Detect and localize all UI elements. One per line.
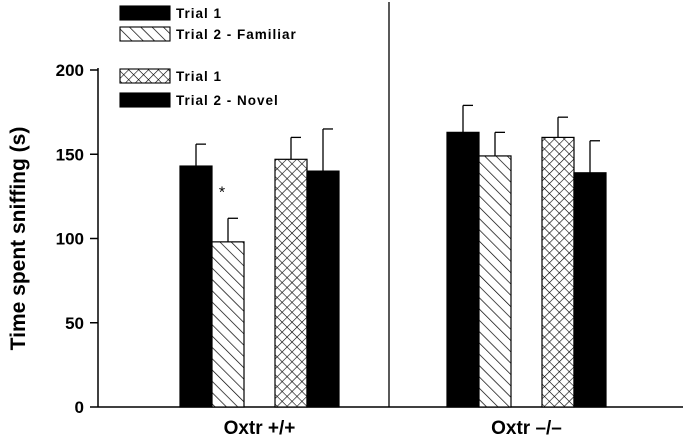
bar bbox=[541, 136, 575, 408]
y-tick-label: 150 bbox=[56, 145, 84, 164]
legend-swatch bbox=[119, 68, 171, 84]
legend-label: Trial 1 bbox=[176, 6, 222, 21]
bar bbox=[446, 131, 480, 408]
bar bbox=[478, 155, 512, 408]
legend-label: Trial 2 - Novel bbox=[176, 93, 279, 108]
legend-swatch bbox=[119, 92, 171, 108]
bar bbox=[179, 165, 213, 408]
bar bbox=[211, 241, 245, 408]
bar bbox=[274, 158, 308, 408]
legend-label: Trial 1 bbox=[176, 69, 222, 84]
y-tick-label: 100 bbox=[56, 230, 84, 249]
significance-marker: * bbox=[219, 184, 225, 201]
y-tick-label: 50 bbox=[65, 314, 84, 333]
y-tick-label: 0 bbox=[75, 398, 84, 417]
category-label: Oxtr +/+ bbox=[224, 418, 296, 439]
bar bbox=[306, 170, 340, 408]
legend-label: Trial 2 - Familiar bbox=[176, 27, 297, 42]
bar bbox=[573, 172, 607, 408]
y-axis-label: Time spent sniffing (s) bbox=[7, 127, 30, 351]
category-label: Oxtr –/– bbox=[491, 418, 562, 439]
legend-swatch bbox=[119, 5, 171, 21]
legend-swatch bbox=[119, 26, 171, 42]
y-tick-label: 200 bbox=[56, 61, 84, 80]
